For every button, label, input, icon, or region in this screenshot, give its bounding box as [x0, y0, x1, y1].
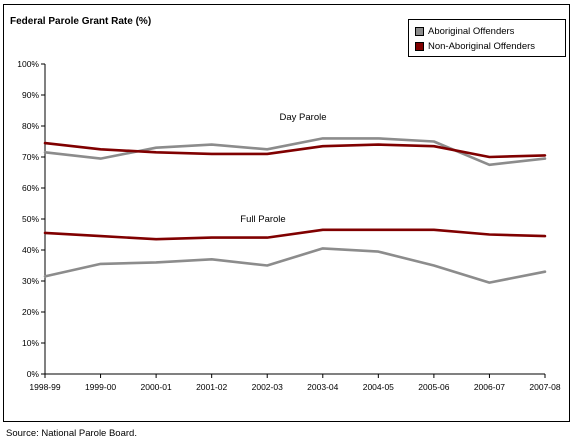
x-tick-label: 2004-05 — [363, 382, 394, 392]
x-tick-label: 2001-02 — [196, 382, 227, 392]
x-tick-label: 1999-00 — [85, 382, 116, 392]
legend-item-non-aboriginal: Non-Aboriginal Offenders — [415, 40, 535, 52]
y-tick-label: 80% — [22, 121, 39, 131]
y-tick-label: 90% — [22, 90, 39, 100]
x-tick-label: 2007-08 — [529, 382, 560, 392]
full-parole-non-aboriginal-line — [43, 228, 547, 241]
legend-item-aboriginal: Aboriginal Offenders — [415, 25, 514, 37]
annotation-day-parole: Day Parole — [280, 112, 327, 123]
source-note: Source: National Parole Board. — [6, 428, 137, 439]
day-parole-non-aboriginal-line — [43, 141, 547, 159]
y-tick-label: 20% — [22, 307, 39, 317]
day-parole-aboriginal-line — [43, 137, 547, 167]
x-tick-label: 1998-99 — [29, 382, 60, 392]
legend-swatch-aboriginal — [415, 26, 424, 36]
x-tick-label: 2002-03 — [252, 382, 283, 392]
y-tick-label: 0% — [27, 369, 40, 379]
legend-swatch-non-aboriginal — [415, 41, 424, 51]
annotation-full-parole: Full Parole — [240, 214, 285, 225]
legend-label-aboriginal: Aboriginal Offenders — [428, 25, 515, 37]
y-tick-label: 100% — [17, 59, 39, 69]
y-tick-label: 60% — [22, 183, 39, 193]
y-tick-label: 70% — [22, 152, 39, 162]
y-tick-label: 40% — [22, 245, 39, 255]
x-tick-label: 2006-07 — [474, 382, 505, 392]
y-tick-label: 30% — [22, 276, 39, 286]
x-tick-label: 2003-04 — [307, 382, 338, 392]
x-tick-label: 2005-06 — [418, 382, 449, 392]
y-tick-label: 10% — [22, 338, 39, 348]
chart-title: Federal Parole Grant Rate (%) — [10, 16, 152, 27]
legend-label-non-aboriginal: Non-Aboriginal Offenders — [428, 40, 536, 52]
y-tick-label: 50% — [22, 214, 39, 224]
full-parole-aboriginal-line — [43, 247, 547, 284]
x-tick-label: 2000-01 — [141, 382, 172, 392]
legend: Aboriginal Offenders Non-Aboriginal Offe… — [408, 19, 566, 57]
chart-frame — [3, 4, 570, 422]
